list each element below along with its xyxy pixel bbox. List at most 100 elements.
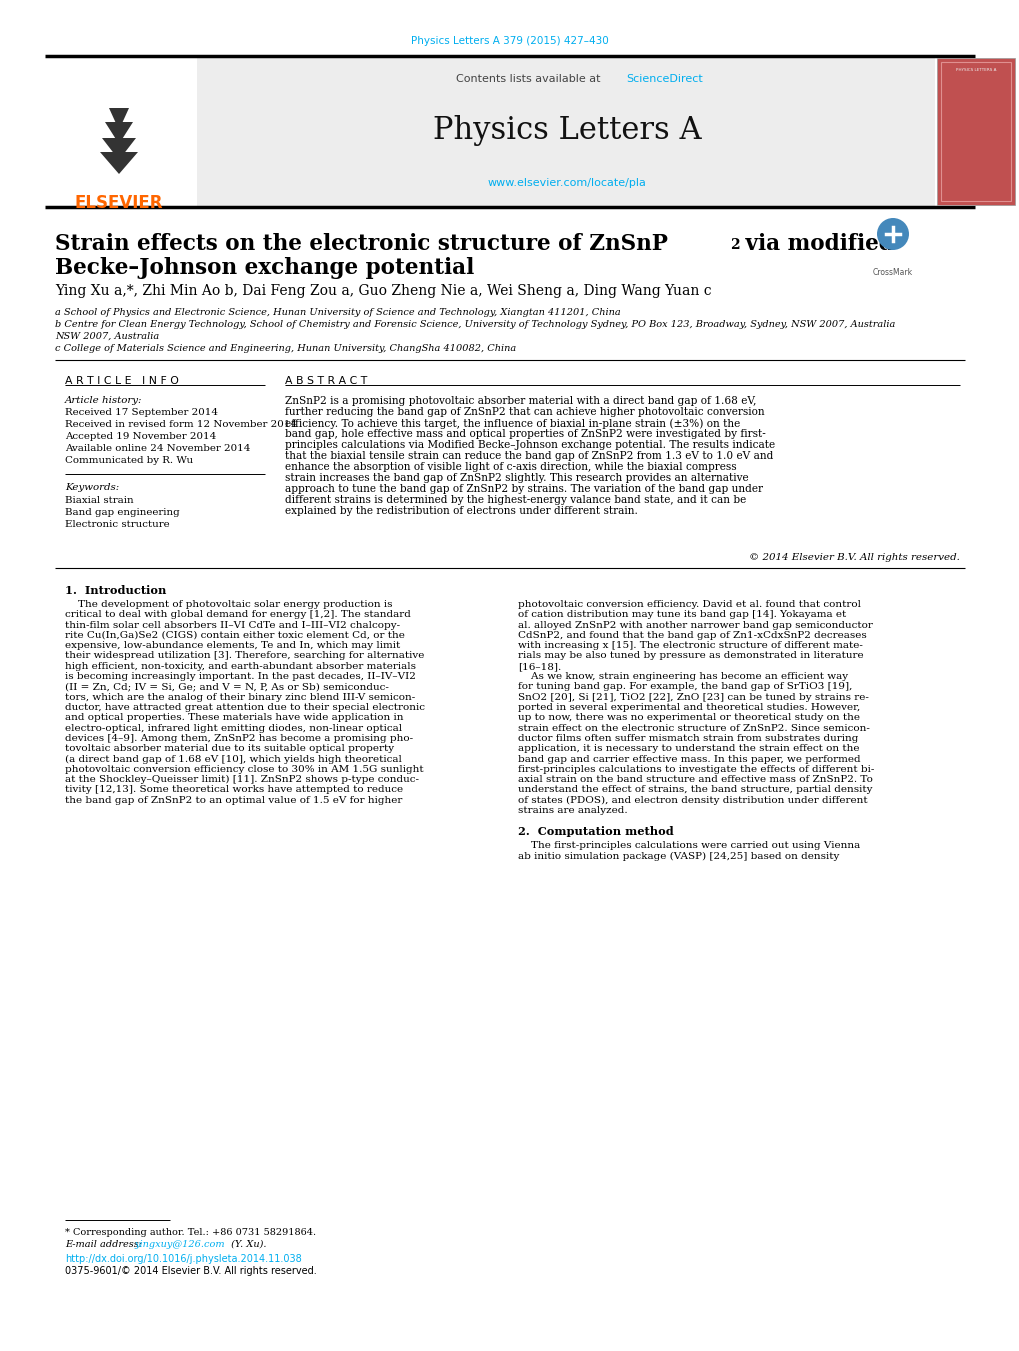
Text: electro-optical, infrared light emitting diodes, non-linear optical: electro-optical, infrared light emitting… bbox=[65, 724, 401, 732]
Bar bbox=[115, 149, 123, 166]
Text: Strain effects on the electronic structure of ZnSnP: Strain effects on the electronic structu… bbox=[55, 232, 667, 255]
Text: enhance the absorption of visible light of c-axis direction, while the biaxial c: enhance the absorption of visible light … bbox=[284, 462, 736, 471]
Text: http://dx.doi.org/10.1016/j.physleta.2014.11.038: http://dx.doi.org/10.1016/j.physleta.201… bbox=[65, 1254, 302, 1265]
Text: efficiency. To achieve this target, the influence of biaxial in-plane strain (±3: efficiency. To achieve this target, the … bbox=[284, 417, 740, 428]
Text: understand the effect of strains, the band structure, partial density: understand the effect of strains, the ba… bbox=[518, 785, 871, 794]
Text: Electronic structure: Electronic structure bbox=[65, 520, 169, 530]
Text: band gap, hole effective mass and optical properties of ZnSnP2 were investigated: band gap, hole effective mass and optica… bbox=[284, 430, 765, 439]
Text: of states (PDOS), and electron density distribution under different: of states (PDOS), and electron density d… bbox=[518, 796, 867, 805]
Text: Keywords:: Keywords: bbox=[65, 484, 119, 492]
Circle shape bbox=[876, 218, 908, 250]
Text: CdSnP2, and found that the band gap of Zn1-xCdxSnP2 decreases: CdSnP2, and found that the band gap of Z… bbox=[518, 631, 866, 640]
Text: 0375-9601/© 2014 Elsevier B.V. All rights reserved.: 0375-9601/© 2014 Elsevier B.V. All right… bbox=[65, 1266, 317, 1275]
Text: of cation distribution may tune its band gap [14]. Yokayama et: of cation distribution may tune its band… bbox=[518, 611, 846, 619]
Text: Communicated by R. Wu: Communicated by R. Wu bbox=[65, 457, 193, 465]
Text: Contents lists available at: Contents lists available at bbox=[455, 74, 603, 84]
Polygon shape bbox=[105, 122, 132, 145]
Text: expensive, low-abundance elements, Te and In, which may limit: expensive, low-abundance elements, Te an… bbox=[65, 642, 399, 650]
Text: Available online 24 November 2014: Available online 24 November 2014 bbox=[65, 444, 250, 453]
Text: www.elsevier.com/locate/pla: www.elsevier.com/locate/pla bbox=[487, 178, 646, 188]
Text: devices [4–9]. Among them, ZnSnP2 has become a promising pho-: devices [4–9]. Among them, ZnSnP2 has be… bbox=[65, 734, 413, 743]
Text: high efficient, non-toxicity, and earth-abundant absorber materials: high efficient, non-toxicity, and earth-… bbox=[65, 662, 416, 671]
Text: at the Shockley–Queisser limit) [11]. ZnSnP2 shows p-type conduc-: at the Shockley–Queisser limit) [11]. Zn… bbox=[65, 775, 419, 784]
Text: for tuning band gap. For example, the band gap of SrTiO3 [19],: for tuning band gap. For example, the ba… bbox=[518, 682, 852, 692]
Text: with increasing x [15]. The electronic structure of different mate-: with increasing x [15]. The electronic s… bbox=[518, 642, 862, 650]
Text: PHYSICS LETTERS A: PHYSICS LETTERS A bbox=[955, 68, 996, 72]
Text: Article history:: Article history: bbox=[65, 396, 143, 405]
Polygon shape bbox=[109, 108, 128, 130]
Text: different strains is determined by the highest-energy valance band state, and it: different strains is determined by the h… bbox=[284, 494, 746, 505]
Text: first-principles calculations to investigate the effects of different bi-: first-principles calculations to investi… bbox=[518, 765, 873, 774]
Text: * Corresponding author. Tel.: +86 0731 58291864.: * Corresponding author. Tel.: +86 0731 5… bbox=[65, 1228, 316, 1238]
Text: principles calculations via Modified Becke–Johnson exchange potential. The resul: principles calculations via Modified Bec… bbox=[284, 440, 774, 450]
Text: 2.  Computation method: 2. Computation method bbox=[518, 827, 674, 838]
Text: is becoming increasingly important. In the past decades, II–IV–VI2: is becoming increasingly important. In t… bbox=[65, 671, 416, 681]
Bar bbox=[197, 55, 934, 207]
Text: (II = Zn, Cd; IV = Si, Ge; and V = N, P, As or Sb) semiconduc-: (II = Zn, Cd; IV = Si, Ge; and V = N, P,… bbox=[65, 682, 388, 692]
Text: rials may be also tuned by pressure as demonstrated in literature: rials may be also tuned by pressure as d… bbox=[518, 651, 863, 661]
Text: [16–18].: [16–18]. bbox=[518, 662, 560, 671]
Text: 1.  Introduction: 1. Introduction bbox=[65, 585, 166, 596]
Text: band gap and carrier effective mass. In this paper, we performed: band gap and carrier effective mass. In … bbox=[518, 754, 860, 763]
Text: application, it is necessary to understand the strain effect on the: application, it is necessary to understa… bbox=[518, 744, 859, 754]
Text: approach to tune the band gap of ZnSnP2 by strains. The variation of the band ga: approach to tune the band gap of ZnSnP2 … bbox=[284, 484, 762, 494]
Polygon shape bbox=[102, 138, 136, 159]
Text: Received 17 September 2014: Received 17 September 2014 bbox=[65, 408, 218, 417]
Text: E-mail address:: E-mail address: bbox=[65, 1240, 145, 1250]
Text: tors, which are the analog of their binary zinc blend III-V semicon-: tors, which are the analog of their bina… bbox=[65, 693, 415, 701]
Text: Becke–Johnson exchange potential: Becke–Johnson exchange potential bbox=[55, 257, 474, 280]
Text: (a direct band gap of 1.68 eV [10], which yields high theoretical: (a direct band gap of 1.68 eV [10], whic… bbox=[65, 754, 401, 763]
Text: ab initio simulation package (VASP) [24,25] based on density: ab initio simulation package (VASP) [24,… bbox=[518, 851, 839, 861]
Text: Received in revised form 12 November 2014: Received in revised form 12 November 201… bbox=[65, 420, 297, 430]
Text: tivity [12,13]. Some theoretical works have attempted to reduce: tivity [12,13]. Some theoretical works h… bbox=[65, 785, 403, 794]
Text: A B S T R A C T: A B S T R A C T bbox=[284, 376, 367, 386]
Text: Accepted 19 November 2014: Accepted 19 November 2014 bbox=[65, 432, 216, 440]
Text: ScienceDirect: ScienceDirect bbox=[626, 74, 702, 84]
Text: ZnSnP2 is a promising photovoltaic absorber material with a direct band gap of 1: ZnSnP2 is a promising photovoltaic absor… bbox=[284, 396, 756, 407]
Text: ported in several experimental and theoretical studies. However,: ported in several experimental and theor… bbox=[518, 703, 859, 712]
Bar bbox=[941, 62, 1010, 201]
Text: Band gap engineering: Band gap engineering bbox=[65, 508, 179, 517]
Text: As we know, strain engineering has become an efficient way: As we know, strain engineering has becom… bbox=[518, 671, 847, 681]
Text: photovoltaic conversion efficiency close to 30% in AM 1.5G sunlight: photovoltaic conversion efficiency close… bbox=[65, 765, 423, 774]
Text: the band gap of ZnSnP2 to an optimal value of 1.5 eV for higher: the band gap of ZnSnP2 to an optimal val… bbox=[65, 796, 401, 805]
Text: ELSEVIER: ELSEVIER bbox=[74, 195, 163, 212]
Text: up to now, there was no experimental or theoretical study on the: up to now, there was no experimental or … bbox=[518, 713, 859, 723]
Text: ductor, have attracted great attention due to their special electronic: ductor, have attracted great attention d… bbox=[65, 703, 425, 712]
Text: rite Cu(In,Ga)Se2 (CIGS) contain either toxic element Cd, or the: rite Cu(In,Ga)Se2 (CIGS) contain either … bbox=[65, 631, 405, 640]
Text: yingxuy@126.com: yingxuy@126.com bbox=[133, 1240, 224, 1250]
Text: 2: 2 bbox=[730, 238, 739, 253]
Text: (Y. Xu).: (Y. Xu). bbox=[228, 1240, 266, 1250]
Text: The development of photovoltaic solar energy production is: The development of photovoltaic solar en… bbox=[65, 600, 392, 609]
Text: critical to deal with global demand for energy [1,2]. The standard: critical to deal with global demand for … bbox=[65, 611, 411, 619]
Text: The first-principles calculations were carried out using Vienna: The first-principles calculations were c… bbox=[518, 842, 859, 850]
Text: that the biaxial tensile strain can reduce the band gap of ZnSnP2 from 1.3 eV to: that the biaxial tensile strain can redu… bbox=[284, 451, 772, 461]
Text: and optical properties. These materials have wide application in: and optical properties. These materials … bbox=[65, 713, 404, 723]
Text: tovoltaic absorber material due to its suitable optical property: tovoltaic absorber material due to its s… bbox=[65, 744, 393, 754]
Text: A R T I C L E   I N F O: A R T I C L E I N F O bbox=[65, 376, 178, 386]
Text: thin-film solar cell absorbers II–VI CdTe and I–III–VI2 chalcopy-: thin-film solar cell absorbers II–VI CdT… bbox=[65, 620, 399, 630]
Text: further reducing the band gap of ZnSnP2 that can achieve higher photovoltaic con: further reducing the band gap of ZnSnP2 … bbox=[284, 407, 764, 417]
Text: al. alloyed ZnSnP2 with another narrower band gap semiconductor: al. alloyed ZnSnP2 with another narrower… bbox=[518, 620, 872, 630]
Text: via modified: via modified bbox=[738, 232, 893, 255]
Text: Physics Letters A 379 (2015) 427–430: Physics Letters A 379 (2015) 427–430 bbox=[411, 36, 608, 46]
Text: © 2014 Elsevier B.V. All rights reserved.: © 2014 Elsevier B.V. All rights reserved… bbox=[748, 553, 959, 562]
Text: a School of Physics and Electronic Science, Hunan University of Science and Tech: a School of Physics and Electronic Scien… bbox=[55, 308, 621, 317]
Text: CrossMark: CrossMark bbox=[872, 267, 912, 277]
Text: c College of Materials Science and Engineering, Hunan University, ChangSha 41008: c College of Materials Science and Engin… bbox=[55, 345, 516, 353]
Bar bbox=[45, 55, 197, 207]
Text: Ying Xu a,*, Zhi Min Ao b, Dai Feng Zou a, Guo Zheng Nie a, Wei Sheng a, Ding Wa: Ying Xu a,*, Zhi Min Ao b, Dai Feng Zou … bbox=[55, 284, 711, 299]
Text: SnO2 [20], Si [21], TiO2 [22], ZnO [23] can be tuned by strains re-: SnO2 [20], Si [21], TiO2 [22], ZnO [23] … bbox=[518, 693, 868, 701]
Text: Biaxial strain: Biaxial strain bbox=[65, 496, 133, 505]
Text: NSW 2007, Australia: NSW 2007, Australia bbox=[55, 332, 159, 340]
Text: strains are analyzed.: strains are analyzed. bbox=[518, 807, 627, 815]
Text: strain increases the band gap of ZnSnP2 slightly. This research provides an alte: strain increases the band gap of ZnSnP2 … bbox=[284, 473, 748, 484]
Bar bbox=[936, 58, 1014, 205]
Text: b Centre for Clean Energy Technology, School of Chemistry and Forensic Science, : b Centre for Clean Energy Technology, Sc… bbox=[55, 320, 895, 330]
Text: their widespread utilization [3]. Therefore, searching for alternative: their widespread utilization [3]. Theref… bbox=[65, 651, 424, 661]
Text: photovoltaic conversion efficiency. David et al. found that control: photovoltaic conversion efficiency. Davi… bbox=[518, 600, 860, 609]
Text: axial strain on the band structure and effective mass of ZnSnP2. To: axial strain on the band structure and e… bbox=[518, 775, 872, 784]
Text: explained by the redistribution of electrons under different strain.: explained by the redistribution of elect… bbox=[284, 507, 637, 516]
Text: ductor films often suffer mismatch strain from substrates during: ductor films often suffer mismatch strai… bbox=[518, 734, 858, 743]
Polygon shape bbox=[100, 153, 138, 174]
